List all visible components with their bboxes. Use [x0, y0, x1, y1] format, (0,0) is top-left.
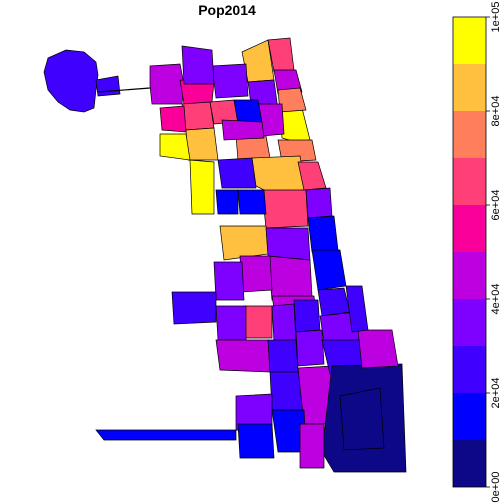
map-area: [159, 133, 215, 215]
map-area: [339, 387, 385, 451]
map-area: [317, 287, 351, 317]
map-area: [215, 339, 271, 373]
map-area: [293, 299, 321, 333]
legend-swatch: [453, 158, 486, 205]
map-area: [251, 155, 307, 193]
map-area: [357, 329, 399, 369]
legend-tick-label: 4e+04: [490, 284, 502, 315]
map-area: [299, 423, 325, 469]
map-area: [305, 187, 333, 219]
map-area: [211, 63, 249, 99]
legend-swatch: [453, 111, 486, 158]
map-area: [181, 101, 215, 131]
map-area: [95, 75, 121, 97]
legend-swatch: [453, 299, 486, 346]
map-area: [267, 339, 299, 373]
map-area: [271, 303, 297, 343]
map-area: [265, 227, 311, 261]
legend-swatch: [453, 205, 486, 252]
legend-swatch: [453, 346, 486, 393]
legend-swatch: [453, 252, 486, 299]
legend-frame: [452, 16, 487, 488]
map-area: [43, 49, 99, 113]
map-area: [345, 285, 369, 333]
map-title: Pop2014: [198, 2, 256, 18]
legend-tick-label: 0e+00: [490, 472, 502, 503]
legend-ticks: 0e+00 2e+04 4e+04 6e+04 8e+04 1e+05: [486, 2, 502, 503]
map-area: [149, 63, 185, 105]
map-area: [237, 189, 267, 215]
legend-swatch: [453, 17, 486, 64]
legend-swatch: [453, 64, 486, 111]
map-area: [213, 261, 245, 301]
map-area: [307, 215, 339, 253]
map-area: [267, 255, 313, 301]
map-area: [261, 189, 309, 229]
choropleth-map: [43, 37, 407, 473]
legend-tick-label: 8e+04: [490, 96, 502, 127]
legend-tick-label: 1e+05: [490, 2, 502, 33]
map-area: [219, 225, 269, 261]
map-area: [215, 305, 247, 341]
map-area: [221, 119, 265, 141]
legend-swatches: [453, 17, 486, 487]
map-area: [185, 127, 219, 161]
legend-tick-label: 2e+04: [490, 378, 502, 409]
legend-swatch: [453, 440, 486, 487]
map-area: [273, 69, 303, 95]
map-area: [95, 429, 237, 441]
map-area: [233, 99, 263, 125]
map-area: [311, 249, 347, 291]
map-area: [217, 157, 257, 189]
connector-line: [97, 87, 151, 93]
map-area: [235, 135, 271, 161]
legend-swatch: [453, 393, 486, 440]
map-area: [215, 189, 239, 215]
map-area: [239, 255, 273, 293]
legend-tick-label: 6e+04: [490, 190, 502, 221]
map-area: [243, 305, 273, 339]
map-area: [181, 45, 215, 85]
map-area: [171, 291, 217, 325]
map-area: [279, 107, 311, 143]
map-area: [159, 105, 187, 133]
map-area: [295, 329, 325, 367]
color-legend: 0e+00 2e+04 4e+04 6e+04 8e+04 1e+05: [452, 2, 502, 503]
map-area: [237, 423, 275, 459]
